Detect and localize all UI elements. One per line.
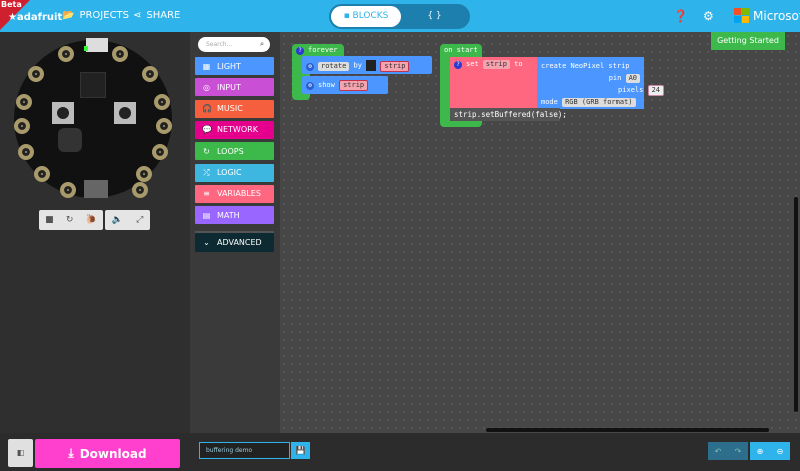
on-start-label: on start bbox=[444, 46, 478, 54]
toolbox: Search... ⌕ ▦ LIGHT ◎ INPUT 🎧 MUSIC 💬 NETWORK ↻ LO… bbox=[190, 32, 280, 433]
music-icon: 🎧 bbox=[202, 104, 212, 114]
download-button[interactable]: ⤓ Download bbox=[35, 439, 180, 468]
sim-controls: ■ ↻ 🐌 bbox=[39, 210, 103, 230]
rotate-block[interactable]: ⚙ rotate by strip bbox=[302, 56, 432, 74]
vertical-scrollbar[interactable] bbox=[794, 197, 798, 412]
search-icon: ⌕ bbox=[260, 40, 264, 48]
zoom-in-icon[interactable]: ⊕ bbox=[756, 446, 764, 456]
pad[interactable] bbox=[18, 144, 34, 160]
loops-icon: ↻ bbox=[203, 146, 210, 156]
microsoft-icon bbox=[734, 8, 749, 23]
light-icon: ▦ bbox=[202, 61, 211, 71]
undo-redo: ↶ ↷ bbox=[708, 442, 748, 460]
help-icon[interactable]: ❓ bbox=[673, 9, 688, 23]
folder-icon: 📂 bbox=[62, 10, 75, 21]
create-neopixel-block[interactable]: create NeoPixel strip pin A0 pixels 24 m… bbox=[537, 57, 664, 109]
network-icon: 💬 bbox=[202, 125, 212, 135]
microcontroller-chip bbox=[80, 72, 106, 98]
button-b[interactable] bbox=[114, 102, 136, 124]
horizontal-scrollbar[interactable] bbox=[486, 428, 769, 432]
download-icon: ⤓ bbox=[68, 446, 74, 460]
mode-row: mode RGB (GRB format) bbox=[541, 96, 640, 108]
simulator-panel: ■ ↻ 🐌 🔈 ⤢ bbox=[0, 32, 190, 433]
speaker bbox=[58, 128, 82, 152]
footer: ◧ ⤓ Download buffering demo 💾 ↶ ↷ ⊕ ⊖ bbox=[0, 433, 800, 471]
pad[interactable] bbox=[34, 166, 50, 182]
input-icon: ◎ bbox=[203, 82, 210, 92]
button-a[interactable] bbox=[52, 102, 74, 124]
editor-toggle: ▪ BLOCKS { } JAVASCRIPT bbox=[329, 4, 470, 42]
toolbox-category-music[interactable]: 🎧 MUSIC bbox=[195, 99, 274, 118]
variables-icon: ≡ bbox=[203, 189, 210, 199]
toolbox-category-variables[interactable]: ≡ VARIABLES bbox=[195, 184, 274, 203]
pad[interactable] bbox=[156, 118, 172, 134]
show-block[interactable]: ⚙ show strip bbox=[302, 76, 388, 94]
projects-button[interactable]: 📂 PROJECTS bbox=[62, 10, 130, 21]
circuit-playground-board[interactable] bbox=[14, 38, 172, 198]
pad[interactable] bbox=[60, 182, 76, 198]
share-button[interactable]: ⋖ SHARE bbox=[133, 10, 181, 21]
pad[interactable] bbox=[152, 144, 168, 160]
pad[interactable] bbox=[136, 166, 152, 182]
divider bbox=[195, 231, 274, 233]
sim-controls-2: 🔈 ⤢ bbox=[105, 210, 150, 230]
toolbox-category-network[interactable]: 💬 NETWORK bbox=[195, 120, 274, 139]
toolbox-category-input[interactable]: ◎ INPUT bbox=[195, 78, 274, 97]
tab-javascript[interactable]: { } JAVASCRIPT bbox=[409, 11, 461, 42]
adafruit-logo[interactable]: ★adafruit bbox=[8, 12, 63, 23]
header: Beta ★adafruit 📂 PROJECTS ⋖ SHARE ▪ BLOCKS… bbox=[0, 0, 800, 42]
share-icon: ⋖ bbox=[133, 10, 142, 21]
forever-header: ? forever bbox=[292, 44, 344, 57]
toolbox-category-math[interactable]: ▤ MATH bbox=[195, 206, 274, 225]
usb-port bbox=[86, 38, 108, 52]
zoom-out-icon[interactable]: ⊖ bbox=[776, 446, 784, 456]
gear-icon: ⚙ bbox=[306, 82, 314, 90]
toolbox-category-advanced[interactable]: ⌄ ADVANCED bbox=[195, 233, 274, 252]
pad[interactable] bbox=[16, 94, 32, 110]
project-name-input[interactable]: buffering demo bbox=[199, 442, 290, 459]
pad[interactable] bbox=[142, 66, 158, 82]
chevron-down-icon: ⌄ bbox=[203, 238, 210, 247]
blocks-workspace[interactable]: Getting Started ? forever ⚙ rotate by stri… bbox=[280, 32, 800, 433]
logic-icon: ⤮ bbox=[203, 167, 210, 177]
zoom-controls: ⊕ ⊖ bbox=[750, 442, 790, 460]
toolbox-category-light[interactable]: ▦ LIGHT bbox=[195, 57, 274, 75]
pad[interactable] bbox=[132, 182, 148, 198]
save-icon[interactable]: 💾 bbox=[291, 442, 310, 459]
pad[interactable] bbox=[28, 66, 44, 82]
pin-row: pin A0 bbox=[541, 72, 640, 84]
pad[interactable] bbox=[58, 46, 74, 62]
help-icon[interactable]: ? bbox=[454, 61, 462, 69]
slowmo-icon[interactable]: 🐌 bbox=[85, 215, 97, 225]
getting-started-button[interactable]: Getting Started bbox=[711, 32, 785, 50]
pad[interactable] bbox=[154, 94, 170, 110]
mute-icon[interactable]: 🔈 bbox=[111, 215, 123, 225]
math-icon: ▤ bbox=[202, 210, 211, 220]
set-variable-block[interactable]: ? set strip to bbox=[450, 57, 538, 109]
empty-slot[interactable] bbox=[366, 60, 377, 71]
tab-blocks[interactable]: ▪ BLOCKS bbox=[331, 6, 401, 27]
pixels-row: pixels 24 bbox=[541, 84, 664, 96]
redo-icon[interactable]: ↷ bbox=[734, 446, 742, 456]
restart-icon[interactable]: ↻ bbox=[65, 215, 74, 225]
pad[interactable] bbox=[14, 118, 30, 134]
toolbox-category-logic[interactable]: ⤮ LOGIC bbox=[195, 163, 274, 182]
collapse-simulator-button[interactable]: ◧ bbox=[8, 439, 33, 467]
code-block[interactable]: strip.setBuffered(false); bbox=[450, 108, 567, 121]
stop-icon[interactable]: ■ bbox=[45, 215, 54, 225]
pad[interactable] bbox=[112, 46, 128, 62]
microsoft-logo[interactable]: Microsoft bbox=[734, 8, 800, 23]
gear-icon: ⚙ bbox=[306, 62, 314, 71]
help-icon[interactable]: ? bbox=[296, 47, 304, 55]
battery-connector bbox=[84, 180, 108, 198]
power-led bbox=[84, 46, 88, 51]
toolbox-category-loops[interactable]: ↻ LOOPS bbox=[195, 142, 274, 161]
fullscreen-icon[interactable]: ⤢ bbox=[136, 215, 144, 225]
undo-icon[interactable]: ↶ bbox=[714, 446, 722, 456]
search-input[interactable]: Search... ⌕ bbox=[198, 37, 270, 52]
gear-icon[interactable]: ⚙ bbox=[703, 9, 714, 23]
